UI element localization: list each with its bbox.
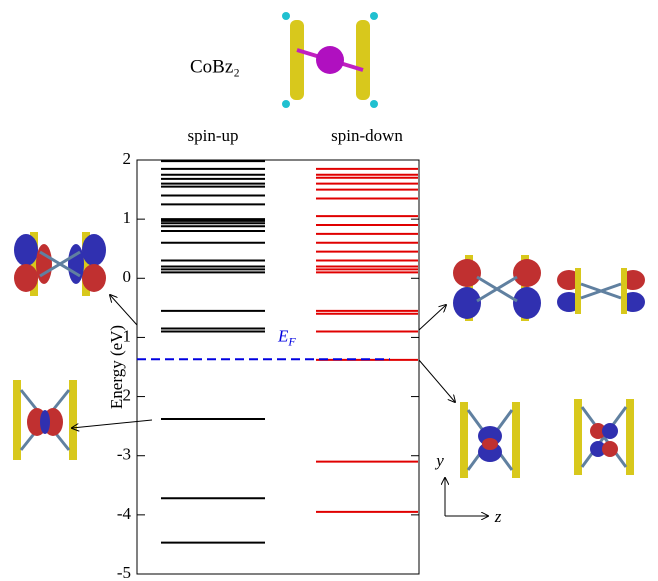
fermi-symbol: E (277, 326, 289, 345)
figure: CoBz₂ Energy (eV) (0, 0, 658, 581)
axis-letter: z (494, 507, 502, 526)
axis-letter: y (434, 451, 444, 470)
fermi-label: EF (277, 326, 296, 348)
orbital-icon (557, 268, 645, 314)
orbital-icon (460, 402, 520, 478)
orbital-icon (453, 255, 541, 321)
y-tick-label: 0 (123, 267, 132, 286)
orbital-icon (574, 399, 634, 475)
orbital-icon (13, 380, 77, 460)
legend-label: spin-up (188, 126, 239, 145)
chart-title: CoBz₂ (190, 56, 240, 77)
y-tick-label: -4 (117, 504, 132, 523)
y-tick-label: -5 (117, 563, 131, 581)
legend-label: spin-down (331, 126, 403, 145)
molecule-icon (282, 12, 378, 108)
y-tick-label: -3 (117, 445, 131, 464)
y-tick-label: 2 (123, 149, 132, 168)
orbital-icon (14, 232, 106, 296)
fermi-subscript: F (287, 334, 296, 348)
y-tick-label: 1 (123, 208, 132, 227)
y-tick-label: -1 (117, 326, 131, 345)
y-tick-label: -2 (117, 385, 131, 404)
